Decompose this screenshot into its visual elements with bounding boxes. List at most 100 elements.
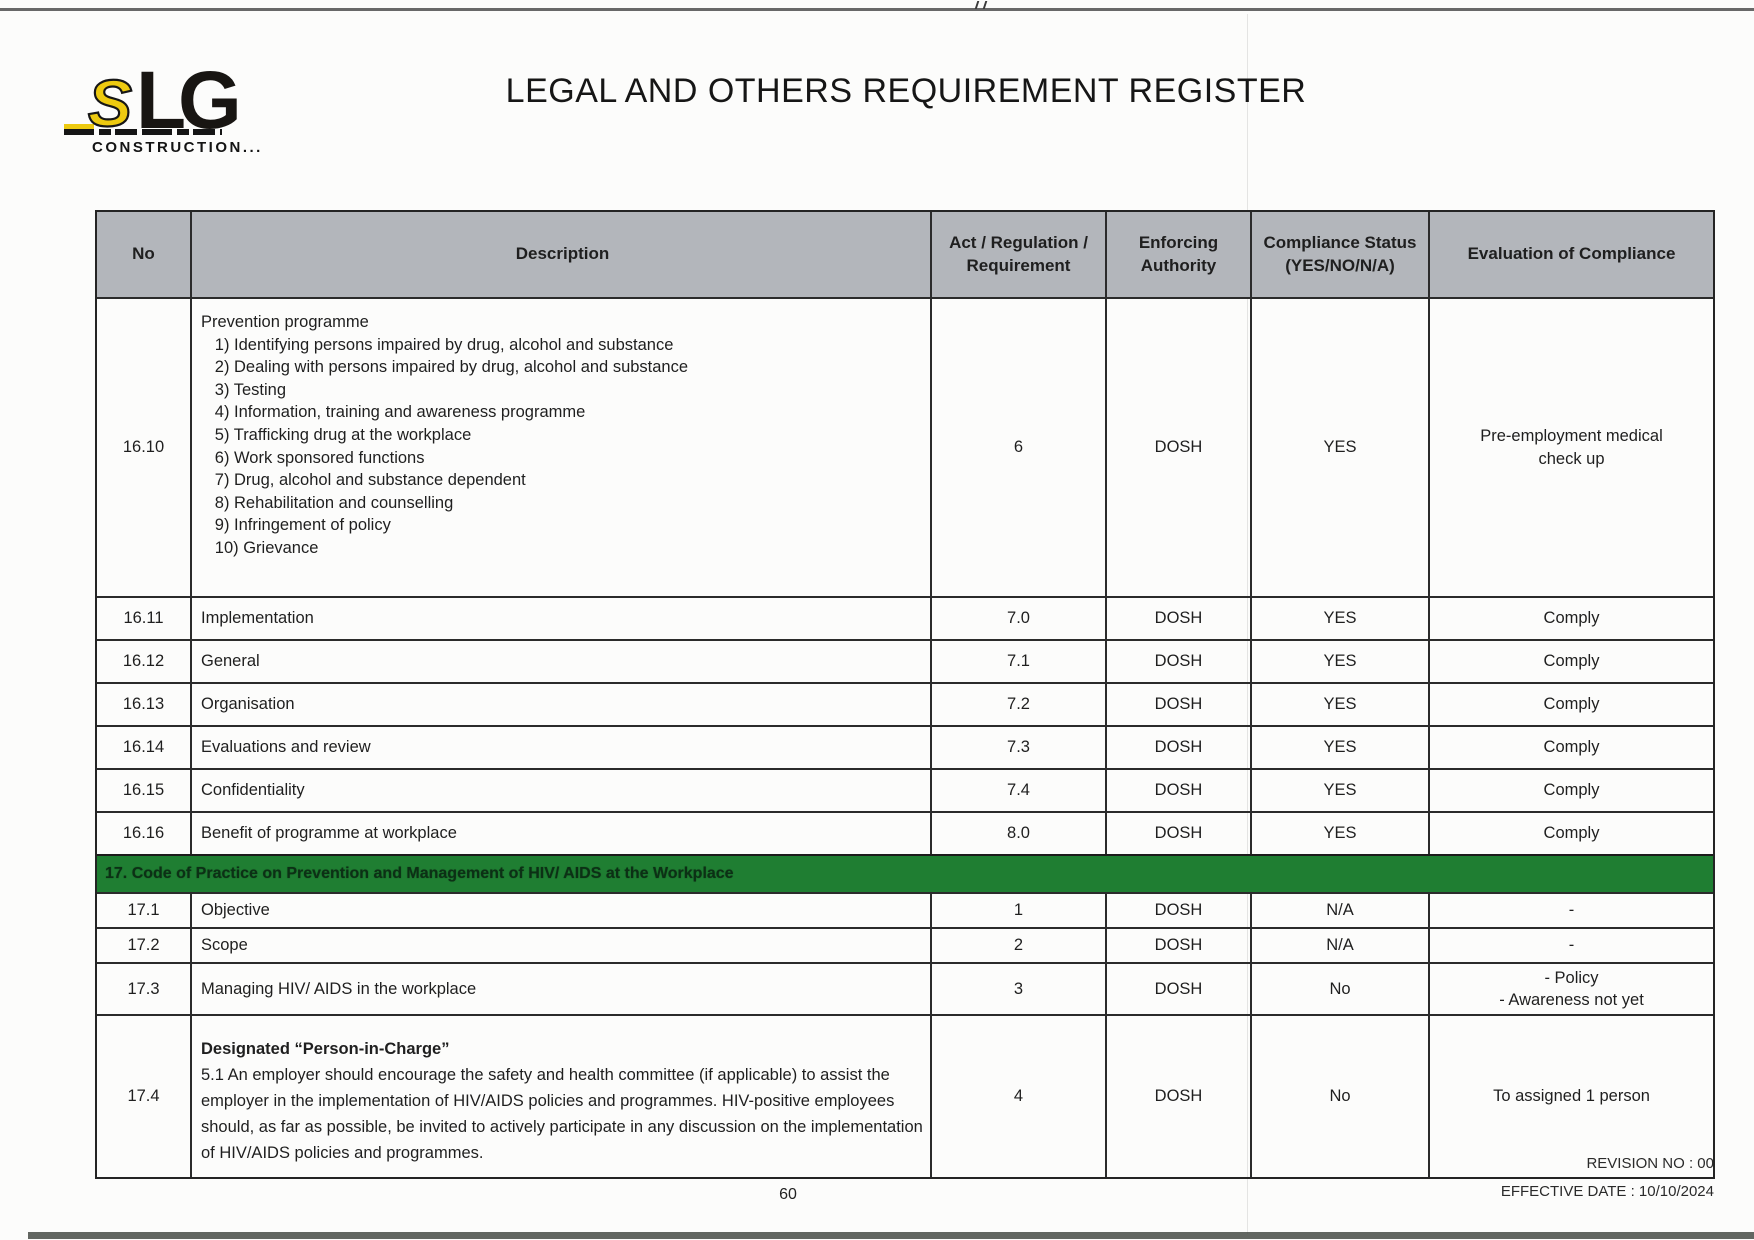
cell-evaluation: - [1568,901,1575,920]
section-header-17: 17. Code of Practice on Prevention and M… [97,854,1713,892]
logo-letter-g: G [178,55,242,146]
cell-authority: DOSH [1107,929,1252,962]
logo-yellow-base [64,124,94,131]
scan-artifact-top-line [0,8,1754,11]
cell-act: 3 [932,964,1107,1014]
table-row: 17.1 Objective 1 DOSH N/A - [97,892,1713,927]
cell-act: 8.0 [932,813,1107,854]
cell-no: 17.3 [97,964,192,1014]
scan-artifact-vertical-line [1247,14,1248,1234]
cell-act: 7.3 [932,727,1107,768]
cell-no: 17.2 [97,929,192,962]
cell-evaluation: Comply [1543,781,1600,800]
requirement-register-table: No Description Act / Regulation / Requir… [95,210,1715,1179]
revision-number: REVISION NO : 00 [1586,1155,1714,1172]
cell-no: 16.14 [97,727,192,768]
cell-status: YES [1252,727,1430,768]
cell-description: Evaluations and review [192,727,932,768]
cell-description: General [192,641,932,682]
cell-no: 16.10 [97,299,192,596]
cell-description: Managing HIV/ AIDS in the workplace [192,964,932,1014]
cell-act: 7.1 [932,641,1107,682]
table-row: 17.4 Designated “Person-in-Charge” 5.1 A… [97,1014,1713,1177]
cell-act: 4 [932,1016,1107,1177]
cell-description-body: 5.1 An employer should encourage the saf… [201,1066,923,1162]
cell-act: 1 [932,894,1107,927]
logo-subtitle: CONSTRUCTION... [92,139,263,156]
cell-act: 6 [932,299,1107,596]
cell-no: 16.12 [97,641,192,682]
cell-description: Confidentiality [192,770,932,811]
cell-authority: DOSH [1107,1016,1252,1177]
table-row: 16.12 General 7.1 DOSH YES Comply [97,639,1713,682]
cell-description-title: Designated “Person-in-Charge” [201,1040,450,1058]
page-title: LEGAL AND OTHERS REQUIREMENT REGISTER [505,72,1307,110]
cell-evaluation: Comply [1543,738,1600,757]
cell-evaluation: - Policy - Awareness not yet [1499,968,1644,1009]
cell-authority: DOSH [1107,964,1252,1014]
table-row: 17.3 Managing HIV/ AIDS in the workplace… [97,962,1713,1014]
header-enforcing-authority: Enforcing Authority [1107,212,1252,297]
header-act-regulation: Act / Regulation / Requirement [932,212,1107,297]
cell-evaluation: Pre-employment medical check up [1480,427,1663,468]
cell-act: 7.2 [932,684,1107,725]
cell-no: 16.13 [97,684,192,725]
table-row: 16.15 Confidentiality 7.4 DOSH YES Compl… [97,768,1713,811]
cell-authority: DOSH [1107,727,1252,768]
table-row: 16.16 Benefit of programme at workplace … [97,811,1713,854]
table-header-row: No Description Act / Regulation / Requir… [97,212,1713,297]
cell-evaluation: Comply [1543,824,1600,843]
cell-act: 2 [932,929,1107,962]
header-evaluation: Evaluation of Compliance [1467,244,1676,264]
table-row: 16.13 Organisation 7.2 DOSH YES Comply [97,682,1713,725]
cell-status: YES [1252,684,1430,725]
cell-status: YES [1252,770,1430,811]
cell-evaluation: Comply [1543,695,1600,714]
table-row: 17.2 Scope 2 DOSH N/A - [97,927,1713,962]
cell-no: 16.16 [97,813,192,854]
cell-authority: DOSH [1107,299,1252,596]
cell-description: Benefit of programme at workplace [192,813,932,854]
header-description: Description [192,212,932,297]
cell-description: Implementation [192,598,932,639]
cell-description: Organisation [192,684,932,725]
cell-authority: DOSH [1107,684,1252,725]
cell-status: N/A [1252,894,1430,927]
cell-evaluation: Comply [1543,609,1600,628]
cell-act: 7.4 [932,770,1107,811]
logo-letter-s: S [88,66,132,140]
cell-authority: DOSH [1107,894,1252,927]
cell-status: N/A [1252,929,1430,962]
cell-evaluation: - [1568,936,1575,955]
effective-date: EFFECTIVE DATE : 10/10/2024 [1500,1183,1714,1200]
cell-status: No [1252,1016,1430,1177]
cell-description: Objective [192,894,932,927]
header-compliance-status: Compliance Status (YES/NO/N/A) [1252,212,1430,297]
page-number: 60 [779,1186,797,1203]
cell-no: 17.1 [97,894,192,927]
cell-description: Prevention programme 1) Identifying pers… [192,299,932,596]
table-row: 16.11 Implementation 7.0 DOSH YES Comply [97,596,1713,639]
header-no: No [97,212,192,297]
table-row: 16.10 Prevention programme 1) Identifyin… [97,297,1713,596]
cell-authority: DOSH [1107,641,1252,682]
logo-letter-l: L [136,55,186,146]
cell-authority: DOSH [1107,813,1252,854]
cell-no: 16.11 [97,598,192,639]
cell-act: 7.0 [932,598,1107,639]
cell-description: Designated “Person-in-Charge” 5.1 An emp… [192,1016,932,1177]
table-row: 16.14 Evaluations and review 7.3 DOSH YE… [97,725,1713,768]
cell-status: YES [1252,598,1430,639]
cell-authority: DOSH [1107,598,1252,639]
company-logo: S L G CONSTRUCTION... [64,55,263,156]
cell-no: 17.4 [97,1016,192,1177]
cell-description: Scope [192,929,932,962]
cell-evaluation: To assigned 1 person [1493,1087,1650,1106]
cell-no: 16.15 [97,770,192,811]
cell-authority: DOSH [1107,770,1252,811]
cell-evaluation: Comply [1543,652,1600,671]
cell-status: YES [1252,813,1430,854]
cell-status: YES [1252,641,1430,682]
cell-status: YES [1252,299,1430,596]
